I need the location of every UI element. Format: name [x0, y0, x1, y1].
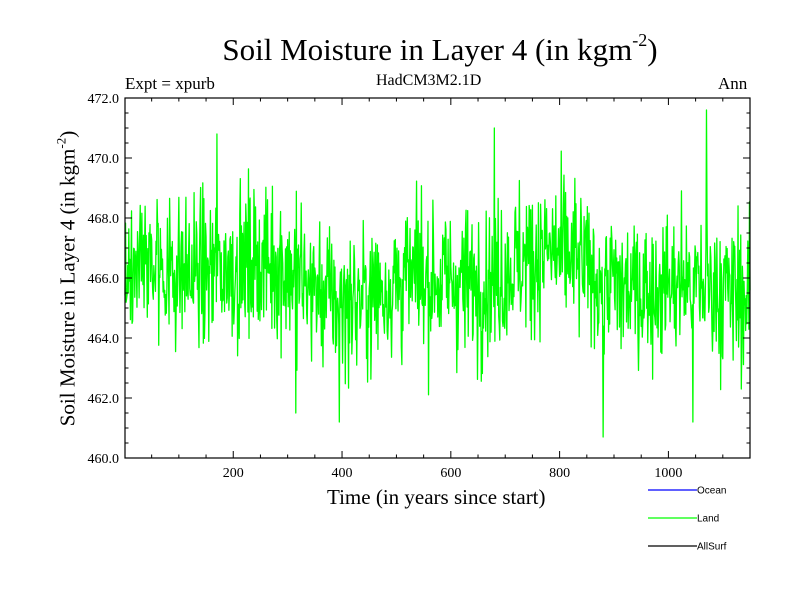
season-label: Ann — [718, 74, 748, 93]
x-axis-label: Time (in years since start) — [327, 485, 546, 509]
x-tick-label: 200 — [223, 466, 244, 481]
y-tick-label: 460.0 — [88, 452, 120, 467]
y-tick-label: 466.0 — [88, 272, 120, 287]
model-label: HadCM3M2.1D — [376, 72, 482, 89]
y-tick-label: 464.0 — [88, 332, 120, 347]
series-line-land — [124, 109, 751, 438]
experiment-label: Expt = xpurb — [125, 74, 215, 93]
plot-frame — [124, 97, 751, 459]
legend-label-land: Land — [697, 514, 719, 525]
y-tick-label: 472.0 — [88, 92, 120, 107]
legend-label-ocean: Ocean — [697, 486, 726, 497]
x-tick-label: 800 — [549, 466, 570, 481]
legend: Ocean Land AllSurf — [648, 486, 727, 553]
y-tick-label: 470.0 — [88, 152, 120, 167]
y-tick-label: 468.0 — [88, 212, 120, 227]
series-layer — [124, 109, 751, 438]
legend-label-allsurf: AllSurf — [697, 542, 727, 553]
y-tick-label: 462.0 — [88, 392, 120, 407]
x-tick-label: 1000 — [654, 466, 682, 481]
tick-layer: 200 400 600 800 1000 460.0 462.0 464.0 466.0 468.… — [88, 92, 751, 481]
x-tick-label: 600 — [440, 466, 461, 481]
x-tick-label: 400 — [332, 466, 353, 481]
chart-title: Soil Moisture in Layer 4 (in kgm-2) — [222, 30, 658, 67]
